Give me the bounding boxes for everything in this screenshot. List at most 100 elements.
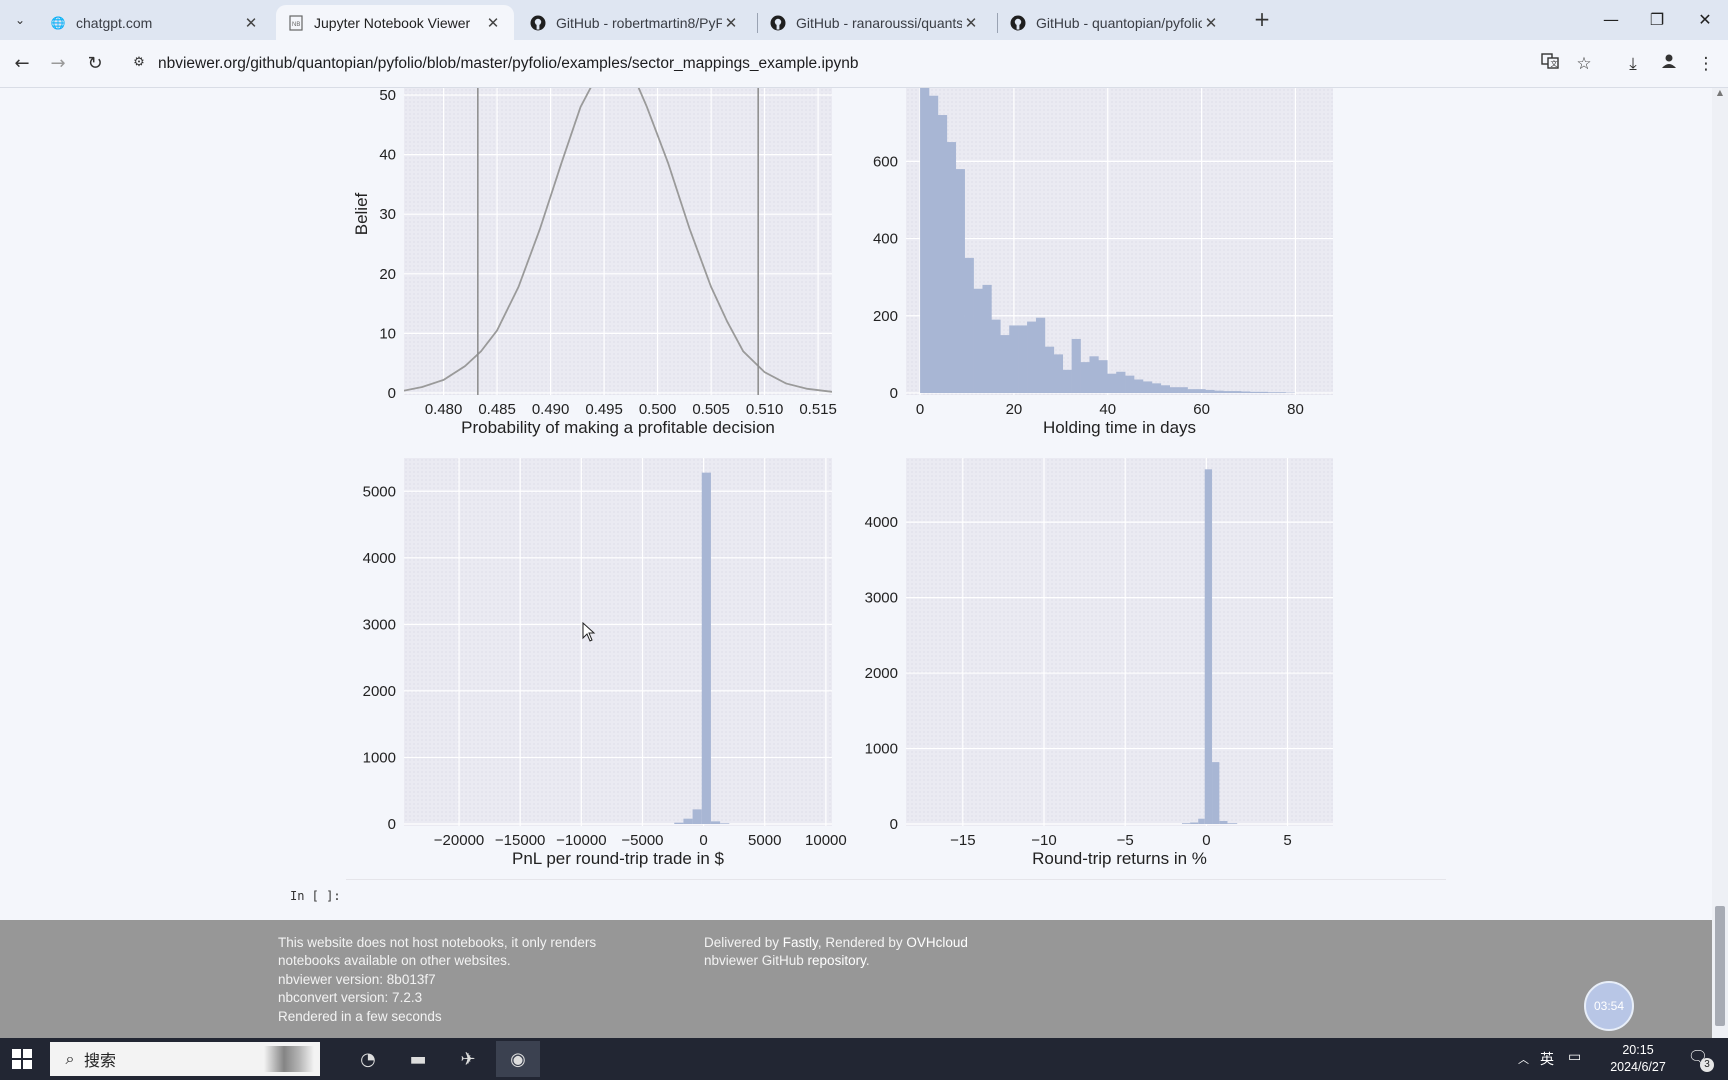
render-time: Rendered in a few seconds: [278, 1008, 442, 1024]
histogram-bar: [1134, 379, 1144, 393]
x-tick-label: 0.495: [585, 401, 623, 418]
bookmark-star-icon[interactable]: ☆: [1576, 54, 1592, 74]
address-bar[interactable]: ⚙ nbviewer.org/github/quantopian/pyfolio…: [122, 46, 1572, 82]
histogram-bar: [1190, 822, 1199, 824]
tab-search-button[interactable]: ⌄: [14, 13, 26, 27]
histogram-bar: [982, 284, 992, 393]
histogram-bar: [1000, 335, 1010, 393]
edge-browser-icon[interactable]: ◔: [360, 1048, 376, 1070]
histogram-bar: [1027, 321, 1037, 393]
x-tick-label: −10000: [556, 832, 606, 849]
y-tick-label: 1000: [363, 749, 396, 766]
y-tick-label: 200: [873, 308, 898, 325]
y-tick-label: 3000: [363, 616, 396, 633]
tab-github-pyportfolioopt[interactable]: GitHub - robertmartin8/PyPo ✕: [518, 5, 752, 40]
x-tick-label: 0.485: [478, 401, 516, 418]
back-arrow-icon[interactable]: ←: [14, 53, 30, 74]
histogram-bar: [1178, 387, 1188, 393]
histogram-bar: [1125, 375, 1135, 393]
translate-icon[interactable]: 文: [1538, 52, 1562, 76]
windows-start-icon[interactable]: [12, 1049, 32, 1069]
x-axis-label: Holding time in days: [1043, 418, 1196, 437]
close-icon[interactable]: ✕: [486, 14, 500, 32]
histogram-bar: [1249, 391, 1260, 393]
repository-link[interactable]: repository: [807, 953, 866, 969]
notification-count-badge: 3: [1700, 1058, 1714, 1072]
url-text[interactable]: nbviewer.org/github/quantopian/pyfolio/b…: [158, 55, 859, 72]
histogram-bar: [1219, 820, 1228, 824]
x-tick-label: 0: [1202, 832, 1210, 849]
search-icon: ⌕: [65, 1049, 75, 1068]
taskbar-clock[interactable]: 20:15 2024/6/27: [1596, 1042, 1680, 1076]
fastly-link[interactable]: Fastly: [782, 935, 818, 950]
scroll-up-arrow-icon[interactable]: ▲: [1716, 88, 1724, 97]
chrome-icon[interactable]: ◉: [496, 1041, 540, 1077]
svg-text:文: 文: [1551, 59, 1558, 68]
close-icon[interactable]: ✕: [724, 14, 738, 32]
histogram-bar: [1267, 392, 1277, 393]
close-icon[interactable]: ✕: [964, 14, 978, 32]
profile-icon[interactable]: [1657, 52, 1681, 76]
scrollbar-thumb[interactable]: [1715, 906, 1725, 1026]
site-info-icon[interactable]: ⚙: [133, 55, 145, 70]
github-icon: [530, 15, 546, 31]
histogram-bar: [991, 319, 1001, 393]
tab-github-quantstats[interactable]: GitHub - ranaroussi/quantst ✕: [758, 5, 992, 40]
app-icon[interactable]: ✈: [460, 1048, 476, 1070]
ovhcloud-link[interactable]: OVHcloud: [906, 935, 968, 950]
window-close-button[interactable]: ✕: [1698, 10, 1712, 29]
y-tick-label: 600: [873, 153, 898, 170]
close-icon[interactable]: ✕: [1204, 14, 1218, 32]
taskbar-search-box[interactable]: ⌕ 搜索: [50, 1042, 320, 1076]
histogram-bar: [1107, 373, 1117, 393]
minimize-button[interactable]: —: [1603, 10, 1619, 29]
x-tick-label: 60: [1193, 401, 1210, 418]
tab-chatgpt[interactable]: 🌐 chatgpt.com ✕: [38, 5, 272, 40]
reload-icon[interactable]: ↻: [87, 53, 103, 74]
histogram-bar: [710, 821, 721, 824]
histogram-bar: [1205, 389, 1215, 393]
forward-arrow-icon[interactable]: →: [50, 53, 66, 74]
histogram-bar: [964, 257, 974, 393]
windows-taskbar: ⌕ 搜索 ◔ ▬ ✈ ◉ ︿ 英 ▭ 20:15 2024/6/27 🗨 3: [0, 1038, 1728, 1080]
close-icon[interactable]: ✕: [244, 14, 258, 32]
new-tab-button[interactable]: +: [1253, 7, 1271, 31]
histogram-bar: [1258, 391, 1269, 393]
tab-jupyter-viewer[interactable]: NB Jupyter Notebook Viewer ✕: [276, 5, 514, 40]
restore-button[interactable]: ❐: [1649, 10, 1665, 29]
tray-overflow-chevron-icon[interactable]: ︿: [1518, 1053, 1529, 1066]
clock-time: 20:15: [1622, 1043, 1654, 1057]
histogram-bar: [1214, 390, 1224, 393]
page-scrollbar[interactable]: ▲: [1712, 88, 1728, 1038]
network-icon[interactable]: ▭: [1568, 1049, 1582, 1065]
menu-kebab-icon[interactable]: ⋮: [1697, 54, 1715, 74]
credit-text: Delivered by: [704, 935, 783, 950]
file-explorer-icon[interactable]: ▬: [409, 1048, 427, 1070]
histogram-bar: [1116, 371, 1126, 393]
x-tick-label: 0: [916, 401, 924, 418]
histogram-bar: [701, 472, 711, 824]
credit-text: .: [865, 953, 870, 969]
y-tick-label: 20: [379, 266, 396, 283]
footer-credits: Delivered by Fastly, Rendered by OVHclou…: [704, 934, 1064, 971]
histogram-bar: [683, 818, 693, 824]
histogram-bar: [1044, 346, 1055, 393]
y-tick-label: 3000: [865, 590, 898, 607]
tab-github-pyfolio[interactable]: GitHub - quantopian/pyfolio ✕: [998, 5, 1232, 40]
x-tick-label: 0.480: [425, 401, 463, 418]
ime-indicator[interactable]: 英: [1540, 1052, 1554, 1068]
histogram-bar: [1196, 389, 1206, 393]
recording-timer-badge[interactable]: 03:54: [1584, 981, 1634, 1031]
belief-curve: [404, 88, 832, 393]
histogram-bar: [928, 95, 939, 393]
download-icon[interactable]: ⤓: [1629, 54, 1637, 74]
x-tick-label: −5000: [621, 832, 663, 849]
nbviewer-version: nbviewer version: 8b013f7: [278, 971, 436, 987]
empty-code-cell[interactable]: [346, 879, 1446, 911]
y-tick-label: 10: [379, 325, 396, 342]
delivery-credit: Delivered by Fastly, Rendered by OVHclou…: [704, 934, 1064, 952]
